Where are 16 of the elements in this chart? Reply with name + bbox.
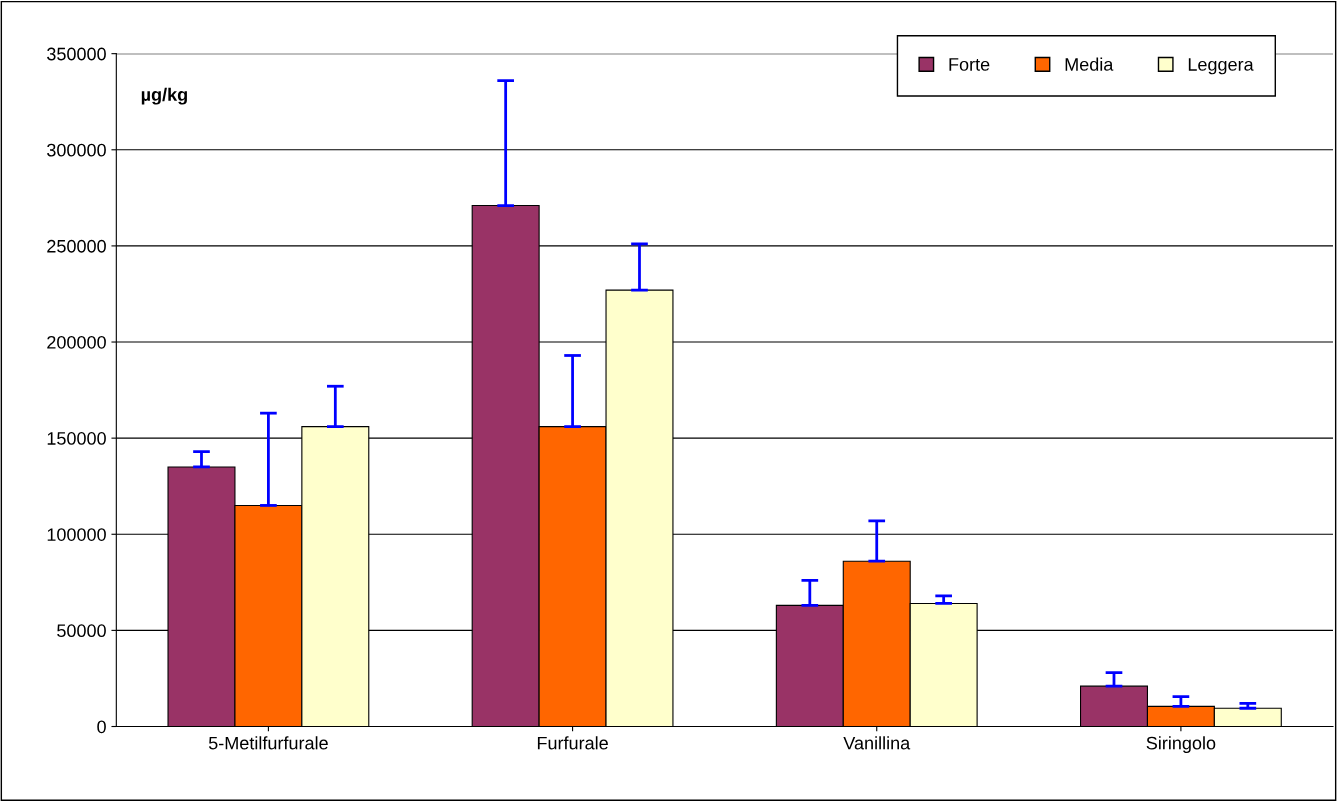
legend-label: Forte [949,58,990,71]
x-tick-label: Vanillina [843,736,911,750]
y-tick-label: 100000 [47,528,106,541]
y-tick-label: 200000 [47,335,106,349]
y-tick-label: 350000 [47,47,106,61]
legend-label: Media [1065,57,1114,71]
x-tick-label: Siringolo [1146,736,1216,754]
y-tick-label: 0 [97,720,106,734]
y-tick-label: 300000 [47,143,106,157]
y-tick-label: 50000 [57,624,106,638]
legend-label: Leggera [1188,58,1254,75]
y-tick-label: 250000 [47,239,106,253]
annotation: µg/kg [141,87,187,105]
y-tick-label: 150000 [47,432,106,445]
x-tick-label: Furfurale [537,736,608,750]
x-tick-label: 5-Metilfurfurale [208,736,328,750]
